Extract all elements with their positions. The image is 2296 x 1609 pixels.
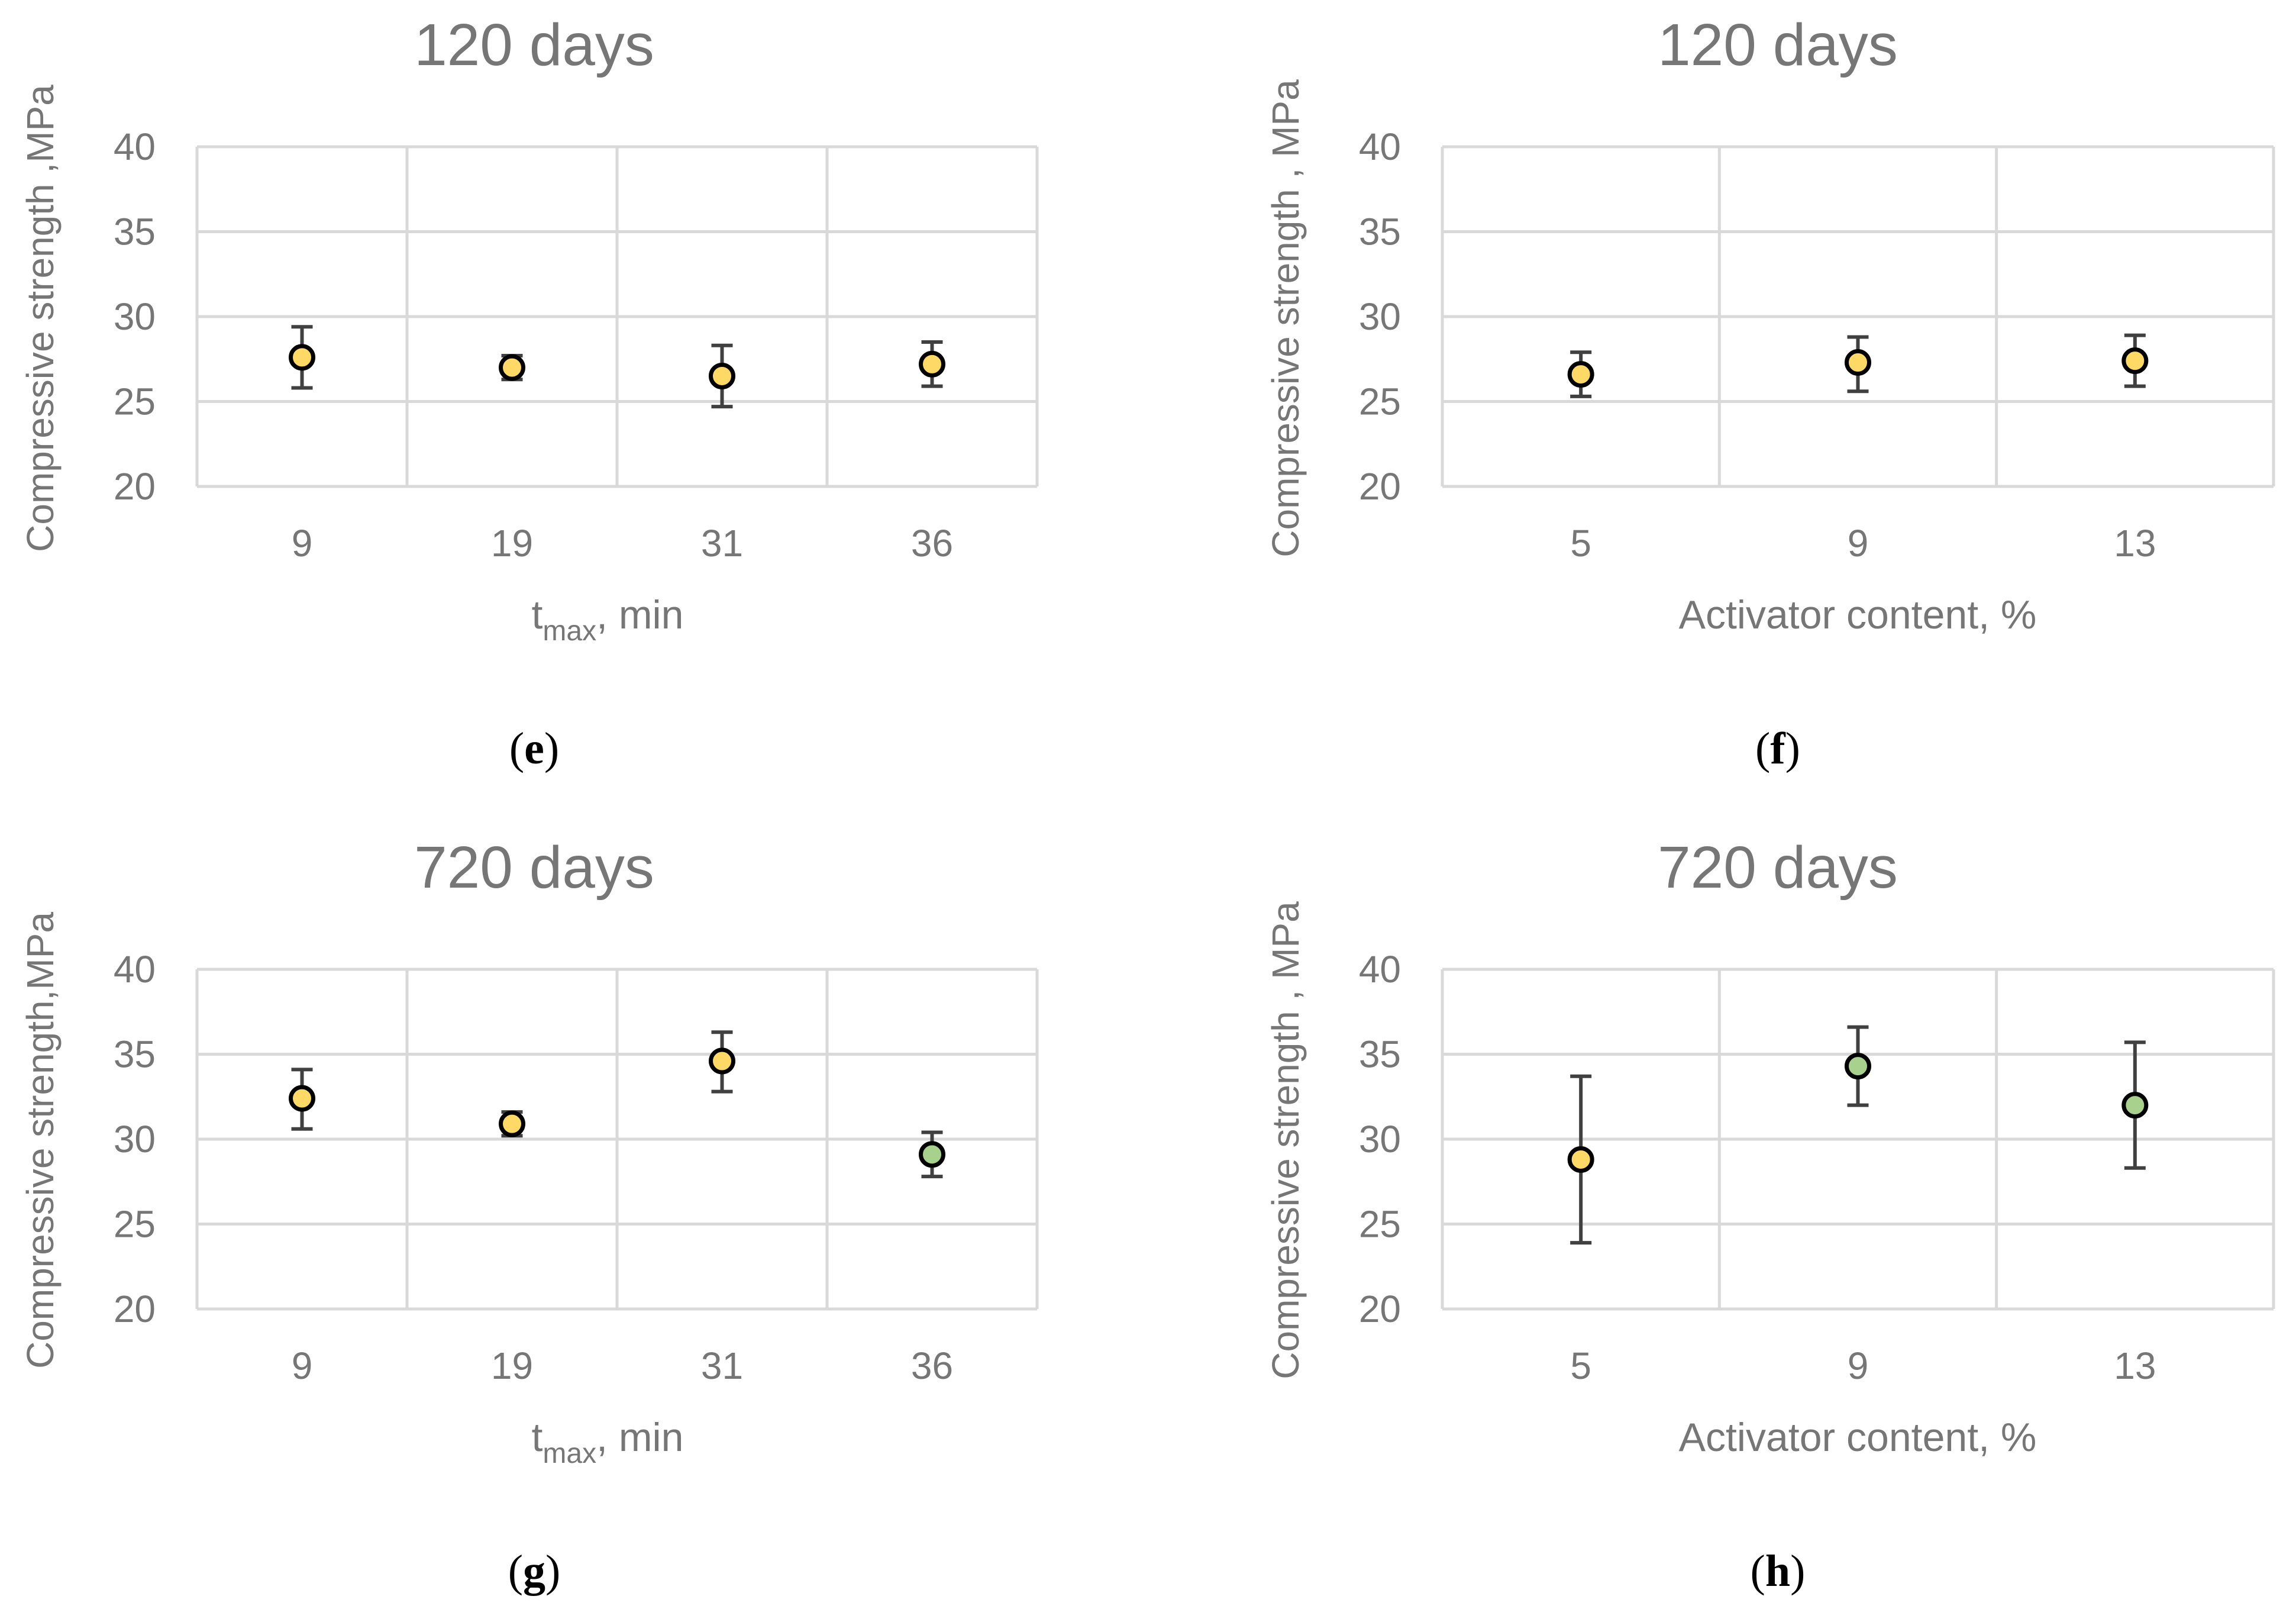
y-tick-label: 20 (1359, 465, 1401, 508)
panel-label: (g) (508, 1546, 561, 1596)
y-tick-labels: 20 25 30 35 40 (114, 125, 156, 508)
x-tick-labels: 9 19 31 36 (292, 1344, 953, 1387)
y-tick-labels: 20 25 30 35 40 (114, 948, 156, 1330)
data-point (1847, 1055, 1869, 1078)
x-tick-label: 31 (701, 1344, 743, 1387)
data-point (501, 356, 524, 379)
y-tick-label: 35 (114, 1033, 156, 1076)
x-tick-labels: 9 19 31 36 (292, 522, 953, 565)
y-tick-label: 40 (1359, 125, 1401, 168)
x-tick-label: 19 (491, 1344, 533, 1387)
x-axis-label: Activator content, % (1679, 1415, 2037, 1460)
y-tick-label: 40 (114, 125, 156, 168)
data-point (2124, 1094, 2146, 1117)
data-point (921, 1143, 944, 1166)
grid (1442, 147, 2274, 486)
y-tick-label: 25 (114, 1203, 156, 1246)
x-tick-label: 9 (1848, 522, 1869, 565)
y-tick-labels: 20 25 30 35 40 (1359, 125, 1401, 508)
x-tick-label: 19 (491, 522, 533, 565)
x-tick-label: 5 (1570, 1344, 1591, 1387)
x-tick-label: 36 (911, 1344, 953, 1387)
chart-title: 120 days (1658, 12, 1898, 78)
y-tick-label: 25 (114, 381, 156, 423)
x-tick-labels: 5 9 13 (1570, 1344, 2156, 1387)
x-tick-label: 5 (1570, 522, 1591, 565)
y-tick-label: 35 (1359, 1033, 1401, 1076)
y-tick-label: 30 (1359, 1118, 1401, 1160)
chart-h: 720 days Compressive strength , MPa 20 25… (1264, 834, 2274, 1596)
x-axis-label: tmax, min (532, 592, 684, 647)
x-tick-label: 13 (2114, 522, 2156, 565)
data-point (1570, 1148, 1592, 1171)
chart-f: 120 days Compressive strength , MPa 20 25… (1264, 12, 2274, 773)
y-tick-label: 25 (1359, 1203, 1401, 1246)
y-tick-label: 30 (114, 1118, 156, 1160)
chart-g: 720 days Compressive strength,MPa 20 25 30… (19, 834, 1037, 1596)
x-tick-labels: 5 9 13 (1570, 522, 2156, 565)
y-axis-label: Compressive strength ,MPa (19, 85, 62, 552)
data-point (921, 353, 944, 375)
chart-title: 720 days (414, 834, 654, 901)
x-tick-label: 9 (292, 1344, 313, 1387)
y-tick-labels: 20 25 30 35 40 (1359, 948, 1401, 1330)
chart-title: 720 days (1658, 834, 1898, 901)
y-tick-label: 25 (1359, 381, 1401, 423)
grid (197, 969, 1037, 1309)
x-tick-label: 13 (2114, 1344, 2156, 1387)
y-tick-label: 20 (114, 1288, 156, 1330)
data-point (291, 1087, 314, 1110)
x-axis-label: tmax, min (532, 1415, 684, 1469)
y-tick-label: 35 (114, 211, 156, 253)
x-axis-label: Activator content, % (1679, 592, 2037, 637)
y-tick-label: 40 (1359, 948, 1401, 991)
data-point (1847, 351, 1869, 373)
data-point (291, 346, 314, 369)
data-point (2124, 350, 2146, 372)
data-points (1570, 1055, 2146, 1171)
x-tick-label: 31 (701, 522, 743, 565)
grid (1442, 969, 2274, 1309)
x-tick-label: 9 (292, 522, 313, 565)
x-tick-label: 36 (911, 522, 953, 565)
y-tick-label: 30 (114, 295, 156, 338)
data-point (501, 1113, 524, 1135)
data-point (711, 365, 734, 387)
y-axis-label: Compressive strength , MPa (1264, 901, 1307, 1379)
y-axis-label: Compressive strength , MPa (1264, 79, 1307, 557)
y-tick-label: 40 (114, 948, 156, 991)
y-tick-label: 20 (1359, 1288, 1401, 1330)
panel-label: (h) (1751, 1546, 1806, 1596)
chart-e: 120 days Compressive strength ,MPa 20 25 3… (19, 12, 1037, 773)
y-tick-label: 20 (114, 465, 156, 508)
x-tick-label: 9 (1848, 1344, 1869, 1387)
y-tick-label: 30 (1359, 295, 1401, 338)
y-axis-label: Compressive strength,MPa (19, 912, 62, 1369)
grid (197, 147, 1037, 486)
data-point (711, 1050, 734, 1072)
chart-title: 120 days (414, 12, 654, 78)
panel-label: (e) (509, 724, 559, 773)
figure: 120 days Compressive strength ,MPa 20 25 3… (0, 0, 2296, 1609)
data-point (1570, 363, 1592, 386)
y-tick-label: 35 (1359, 211, 1401, 253)
panel-label: (f) (1755, 724, 1800, 773)
